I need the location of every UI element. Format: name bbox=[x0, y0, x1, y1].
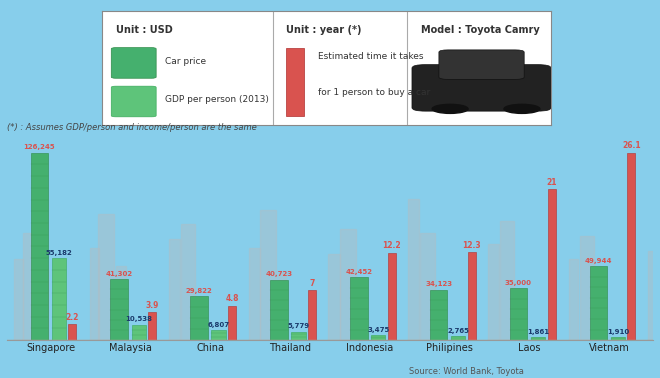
Bar bbox=[648, 251, 659, 340]
Text: 34,123: 34,123 bbox=[425, 281, 452, 287]
Text: 4.8: 4.8 bbox=[226, 294, 239, 304]
Bar bbox=[308, 290, 316, 340]
Bar bbox=[350, 277, 368, 340]
Bar bbox=[548, 189, 556, 340]
Circle shape bbox=[504, 104, 540, 113]
Bar bbox=[190, 296, 208, 340]
Bar bbox=[628, 153, 636, 340]
Text: 1,910: 1,910 bbox=[607, 329, 629, 335]
Text: 26.1: 26.1 bbox=[622, 141, 641, 150]
Bar bbox=[468, 252, 476, 340]
Bar bbox=[116, 266, 125, 340]
Bar bbox=[500, 222, 514, 340]
Bar bbox=[278, 273, 286, 340]
Bar bbox=[98, 214, 114, 340]
Text: Source: World Bank, Toyota: Source: World Bank, Toyota bbox=[409, 367, 524, 376]
Text: Unit : USD: Unit : USD bbox=[115, 25, 172, 35]
Text: for 1 person to buy a car: for 1 person to buy a car bbox=[317, 88, 430, 98]
Bar bbox=[589, 266, 607, 340]
Text: 7: 7 bbox=[310, 279, 315, 288]
Text: GDP per person (2013): GDP per person (2013) bbox=[165, 95, 269, 104]
Bar bbox=[260, 209, 276, 340]
Text: Car price: Car price bbox=[165, 57, 207, 66]
Text: 29,822: 29,822 bbox=[185, 288, 213, 294]
Text: 35,000: 35,000 bbox=[505, 280, 532, 286]
Text: 126,245: 126,245 bbox=[24, 144, 55, 150]
Bar bbox=[30, 153, 48, 340]
Bar bbox=[610, 337, 625, 340]
Bar bbox=[14, 259, 23, 340]
FancyBboxPatch shape bbox=[112, 48, 156, 78]
Bar bbox=[531, 338, 545, 340]
Text: 49,944: 49,944 bbox=[585, 258, 612, 264]
Bar bbox=[270, 280, 288, 340]
Text: 1,861: 1,861 bbox=[527, 329, 549, 335]
Bar bbox=[40, 269, 48, 340]
Bar bbox=[291, 332, 306, 340]
Text: 6,807: 6,807 bbox=[207, 322, 230, 328]
Bar bbox=[211, 330, 226, 340]
Bar bbox=[249, 248, 260, 340]
Bar bbox=[23, 233, 38, 340]
Bar bbox=[329, 254, 340, 340]
Bar bbox=[388, 253, 396, 340]
Text: Model : Toyota Camry: Model : Toyota Camry bbox=[421, 25, 540, 35]
Text: 3,475: 3,475 bbox=[367, 327, 389, 333]
Bar bbox=[51, 258, 66, 340]
Bar bbox=[131, 325, 146, 340]
FancyBboxPatch shape bbox=[286, 48, 304, 116]
Text: 12.2: 12.2 bbox=[383, 241, 401, 250]
Bar bbox=[580, 236, 594, 340]
Bar bbox=[69, 324, 77, 340]
Bar bbox=[228, 306, 236, 340]
Text: (*) : Assumes GDP/person and income/person are the same: (*) : Assumes GDP/person and income/pers… bbox=[7, 123, 256, 132]
Text: 41,302: 41,302 bbox=[106, 271, 133, 277]
Text: Estimated time it takes: Estimated time it takes bbox=[317, 52, 423, 61]
Text: 42,452: 42,452 bbox=[345, 269, 372, 275]
Bar bbox=[488, 244, 499, 340]
Bar bbox=[420, 233, 434, 340]
Text: 10,538: 10,538 bbox=[125, 316, 152, 322]
FancyBboxPatch shape bbox=[112, 86, 156, 117]
Text: 5,779: 5,779 bbox=[287, 324, 310, 329]
Text: 40,723: 40,723 bbox=[265, 271, 292, 277]
Bar bbox=[430, 290, 447, 340]
FancyBboxPatch shape bbox=[412, 65, 551, 111]
Text: 21: 21 bbox=[546, 178, 557, 187]
Text: 55,182: 55,182 bbox=[46, 250, 73, 256]
Circle shape bbox=[432, 104, 468, 113]
Text: 12.3: 12.3 bbox=[463, 241, 481, 249]
Bar bbox=[110, 279, 128, 340]
Text: Unit : year (*): Unit : year (*) bbox=[286, 25, 362, 35]
Bar bbox=[569, 259, 578, 340]
Bar bbox=[371, 335, 385, 340]
Text: 2.2: 2.2 bbox=[66, 313, 79, 322]
Text: 3.9: 3.9 bbox=[146, 301, 159, 310]
Bar bbox=[340, 229, 356, 340]
Bar bbox=[148, 312, 156, 340]
Text: 2,765: 2,765 bbox=[447, 328, 469, 334]
Bar bbox=[169, 239, 180, 340]
Bar bbox=[451, 336, 465, 340]
Bar bbox=[181, 225, 195, 340]
Bar bbox=[90, 248, 99, 340]
Bar bbox=[510, 288, 527, 340]
Bar bbox=[409, 199, 420, 340]
FancyBboxPatch shape bbox=[439, 50, 524, 79]
